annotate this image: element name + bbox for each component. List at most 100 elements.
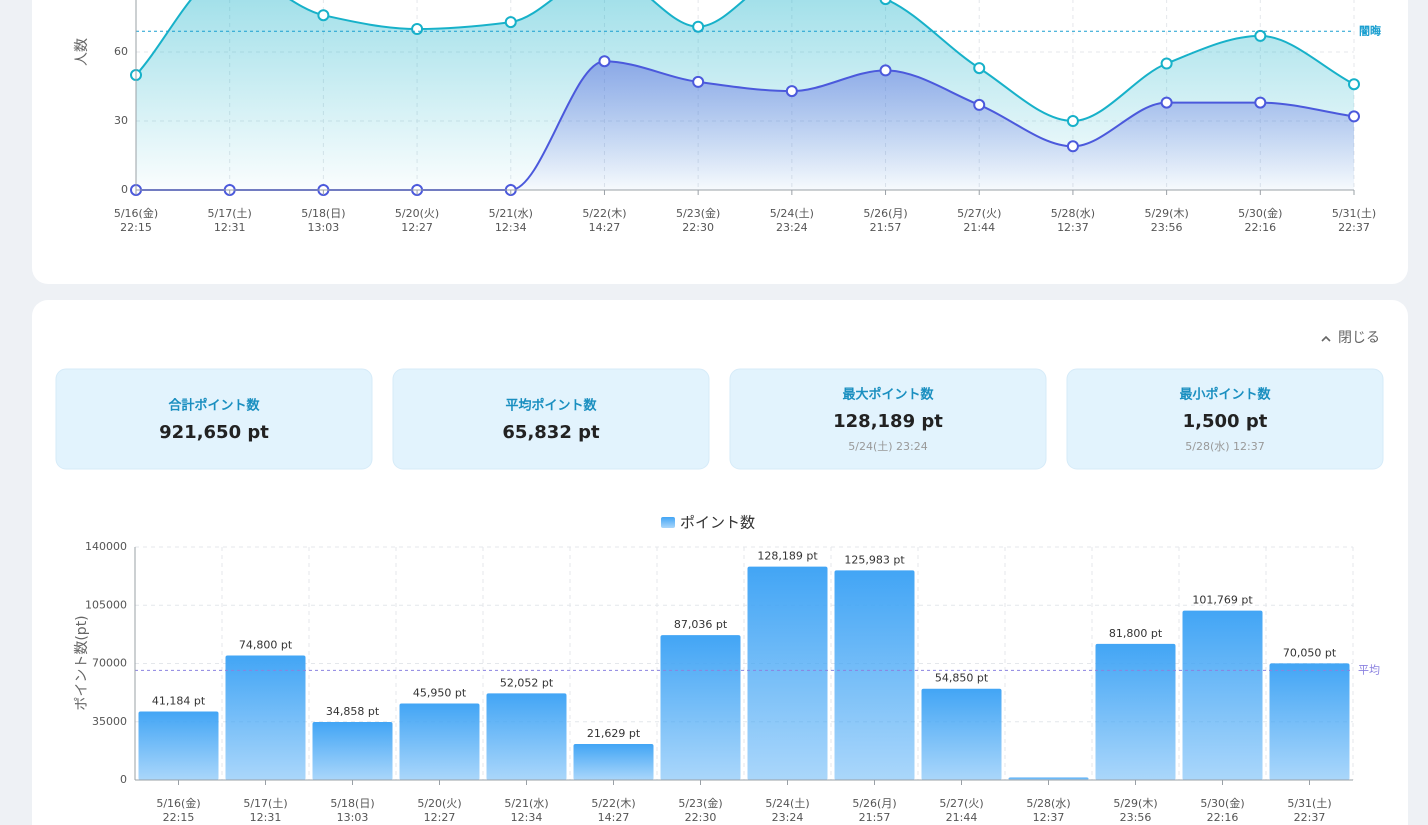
data-point	[1348, 78, 1360, 91]
area-fill	[136, 61, 1354, 191]
x-tick-label: 12:34	[511, 811, 543, 824]
x-tick-label: 5/20(火)	[417, 797, 461, 810]
x-tick-label: 23:56	[1120, 811, 1152, 824]
x-tick-label: 5/26(月)	[852, 797, 896, 810]
stat-value: 128,189 pt	[833, 411, 943, 432]
data-point	[973, 62, 986, 75]
x-tick-label: 5/23(金)	[678, 797, 722, 810]
legend-swatch	[661, 517, 675, 528]
x-tick-label: 14:27	[598, 811, 630, 824]
data-point	[1066, 115, 1079, 127]
stat-sub: 5/24(土) 23:24	[848, 440, 927, 453]
x-tick-label: 5/16(金)	[114, 207, 158, 220]
y-tick-label: 35000	[92, 715, 127, 728]
stat-title: 合計ポイント数	[168, 398, 260, 414]
x-tick-label: 12:37	[1033, 811, 1065, 824]
bar	[225, 655, 306, 780]
x-tick-label: 5/24(土)	[770, 207, 814, 220]
reference-label: 闇晦	[1359, 23, 1381, 37]
stat-card	[55, 368, 373, 470]
x-tick-label: 22:30	[685, 811, 717, 824]
bar-value-label: 74,800 pt	[239, 639, 293, 652]
data-point	[1160, 57, 1173, 70]
bar	[312, 721, 393, 780]
x-tick-label: 5/23(金)	[676, 207, 720, 220]
x-tick-label: 5/27(火)	[957, 207, 1001, 220]
y-axis-label: 人数	[74, 38, 90, 66]
data-point	[411, 23, 424, 35]
x-tick-label: 5/30(金)	[1200, 797, 1244, 810]
x-tick-label: 12:34	[495, 221, 527, 234]
bar-value-label: 81,800 pt	[1109, 627, 1163, 640]
x-tick-label: 23:56	[1151, 221, 1183, 234]
bar-value-label: 21,629 pt	[587, 727, 641, 740]
data-point	[504, 16, 517, 29]
y-axis-label: ポイント数(pt)	[74, 615, 90, 710]
x-tick-label: 5/17(土)	[243, 797, 287, 810]
x-tick-label: 21:57	[859, 811, 891, 824]
bar-value-label: 87,036 pt	[674, 618, 728, 631]
x-tick-label: 5/31(土)	[1332, 207, 1376, 220]
stat-card	[392, 368, 710, 470]
stat-sub: 5/28(水) 12:37	[1185, 440, 1264, 453]
y-tick-label: 60	[114, 45, 128, 58]
y-tick-label: 0	[121, 183, 128, 196]
stat-value: 921,650 pt	[159, 422, 269, 443]
points-card	[32, 300, 1408, 825]
bar	[1008, 777, 1089, 780]
toggle-label[interactable]: 閉じる	[1338, 330, 1380, 346]
stat-value: 65,832 pt	[502, 422, 600, 443]
x-tick-label: 22:16	[1207, 811, 1239, 824]
x-tick-label: 12:37	[1057, 221, 1089, 234]
x-tick-label: 13:03	[337, 811, 369, 824]
x-tick-label: 14:27	[589, 221, 621, 234]
x-tick-label: 5/21(水)	[504, 797, 548, 810]
x-tick-label: 13:03	[308, 221, 340, 234]
x-tick-label: 21:57	[870, 221, 902, 234]
bar	[1095, 643, 1176, 780]
bar	[1269, 663, 1350, 780]
x-tick-label: 12:27	[401, 221, 433, 234]
x-tick-label: 22:16	[1244, 221, 1276, 234]
x-tick-label: 5/28(水)	[1026, 797, 1070, 810]
x-tick-label: 5/30(金)	[1238, 207, 1282, 220]
bar-value-label: 128,189 pt	[757, 550, 818, 563]
data-point	[973, 98, 986, 111]
bar-value-label: 54,850 pt	[935, 672, 989, 685]
x-tick-label: 22:15	[163, 811, 195, 824]
legend-label: ポイント数	[680, 514, 755, 532]
toggle-button[interactable]: 閉じる	[1321, 330, 1380, 346]
y-tick-label: 30	[114, 114, 128, 127]
x-tick-label: 23:24	[772, 811, 804, 824]
bar	[399, 703, 480, 780]
bar	[1182, 610, 1263, 780]
x-tick-label: 5/24(土)	[765, 797, 809, 810]
stat-card	[1066, 368, 1384, 470]
bar	[573, 744, 654, 780]
x-tick-label: 5/22(木)	[591, 797, 635, 810]
data-point	[879, 0, 892, 6]
x-tick-label: 5/16(金)	[156, 797, 200, 810]
data-point	[1254, 96, 1267, 109]
data-point	[879, 64, 892, 77]
stat-title: 最大ポイント数	[842, 387, 934, 403]
data-point	[317, 9, 330, 22]
x-tick-label: 5/21(水)	[489, 207, 533, 220]
x-tick-label: 5/18(日)	[301, 207, 345, 220]
x-tick-label: 5/26(月)	[863, 207, 907, 220]
data-point	[1160, 96, 1173, 109]
y-tick-label: 140000	[85, 540, 127, 553]
bar-value-label: 41,184 pt	[152, 694, 206, 707]
y-tick-label: 105000	[85, 598, 127, 611]
x-tick-label: 5/27(火)	[939, 797, 983, 810]
data-point	[1348, 110, 1360, 123]
chevron-icon	[1321, 335, 1331, 342]
bar	[834, 570, 915, 780]
x-tick-label: 23:24	[776, 221, 808, 234]
data-point	[1066, 140, 1079, 153]
x-tick-label: 5/18(日)	[330, 797, 374, 810]
y-tick-label: 0	[120, 773, 127, 786]
x-tick-label: 22:37	[1294, 811, 1326, 824]
x-tick-label: 21:44	[946, 811, 978, 824]
